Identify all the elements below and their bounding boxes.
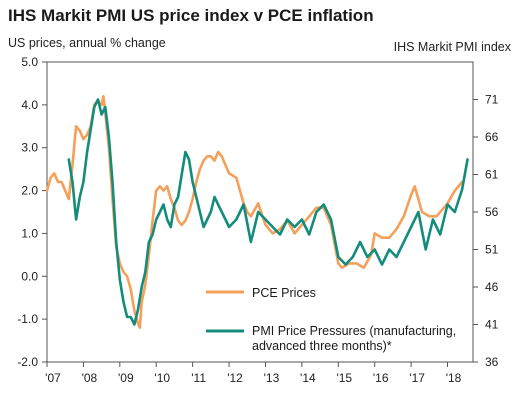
- x-tick-label: '10: [154, 371, 170, 385]
- series-group: [45, 95, 469, 330]
- left-tick-label: 2.0: [21, 184, 38, 198]
- left-tick-label: 4.0: [21, 98, 38, 112]
- legend-pmi-label-line1: PMI Price Pressures (manufacturing,: [252, 324, 456, 338]
- legend-pmi-label-line2: advanced three months)*: [252, 339, 392, 353]
- left-tick-label: 3.0: [21, 141, 38, 155]
- x-tick-label: '11: [191, 371, 206, 385]
- left-tick-label: 0.0: [21, 269, 38, 283]
- right-axis-label: IHS Markit PMI index: [393, 40, 511, 54]
- legend-pce-label: PCE Prices: [252, 286, 316, 300]
- tick-group: 5.0 4.0 3.0 2.0 1.0 0.0 -1.0 -2.0 71 66 61 56 51 46 41…: [17, 55, 498, 385]
- x-tick-label: '16: [373, 371, 389, 385]
- left-axis-label: US prices, annual % change: [8, 36, 166, 50]
- x-tick-label: '14: [300, 371, 316, 385]
- x-tick-label: '12: [227, 371, 243, 385]
- left-tick-label: -1.0: [17, 312, 38, 326]
- right-tick-label: 51: [485, 243, 499, 257]
- right-tick-label: 56: [485, 205, 499, 219]
- chart-title: IHS Markit PMI US price index v PCE infl…: [8, 6, 374, 25]
- left-tick-label: 1.0: [21, 226, 38, 240]
- x-tick-label: '15: [336, 371, 352, 385]
- pmi-price-pressures-line: [67, 98, 469, 326]
- x-tick-label: '18: [446, 371, 462, 385]
- x-tick-label: '08: [82, 371, 98, 385]
- left-tick-label: 5.0: [21, 55, 38, 69]
- pce-prices-line: [45, 95, 464, 330]
- right-tick-label: 41: [485, 318, 499, 332]
- right-tick-label: 36: [485, 355, 499, 369]
- x-tick-label: '17: [409, 371, 425, 385]
- x-tick-label: '09: [118, 371, 134, 385]
- right-tick-label: 61: [485, 168, 499, 182]
- x-tick-label: '07: [45, 371, 61, 385]
- right-tick-label: 71: [485, 93, 499, 107]
- right-tick-label: 66: [485, 130, 499, 144]
- right-tick-label: 46: [485, 280, 499, 294]
- left-tick-label: -2.0: [17, 355, 38, 369]
- x-tick-label: '13: [264, 371, 280, 385]
- legend: PCE Prices PMI Price Pressures (manufact…: [206, 286, 456, 353]
